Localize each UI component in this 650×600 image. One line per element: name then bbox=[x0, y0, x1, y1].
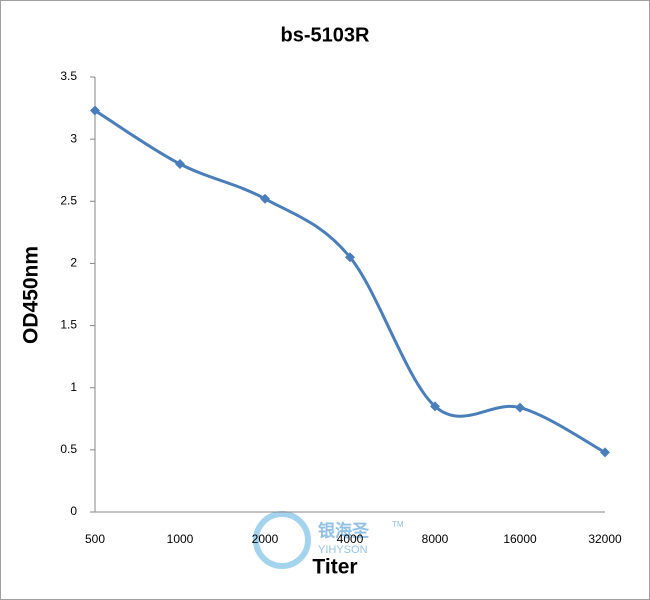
x-tick-label: 4000 bbox=[337, 532, 364, 546]
y-tick-label: 3.5 bbox=[60, 69, 77, 83]
data-point bbox=[600, 447, 610, 458]
data-point bbox=[90, 105, 100, 116]
x-tick-label: 8000 bbox=[422, 532, 449, 546]
y-axis-label: OD450nm bbox=[20, 246, 43, 344]
data-point bbox=[260, 193, 270, 204]
chart-title: bs-5103R bbox=[281, 24, 370, 46]
data-point bbox=[345, 252, 355, 263]
watermark-tm: TM bbox=[392, 520, 404, 529]
x-tick-label: 16000 bbox=[503, 532, 537, 546]
y-tick-label: 3 bbox=[70, 131, 77, 145]
watermark: 银海圣 TM YIHYSON bbox=[253, 511, 404, 569]
y-tick-label: 2.5 bbox=[60, 193, 77, 207]
data-point bbox=[515, 402, 525, 413]
x-tick-label: 2000 bbox=[252, 532, 279, 546]
y-tick-label: 1 bbox=[70, 380, 77, 394]
y-tick-label: 0.5 bbox=[60, 442, 77, 456]
data-point bbox=[175, 159, 185, 169]
data-point bbox=[430, 401, 440, 412]
y-tick-label: 2 bbox=[70, 256, 77, 270]
watermark-cn: 银海圣 bbox=[318, 520, 370, 540]
watermark-en: YIHYSON bbox=[318, 544, 368, 556]
x-tick-label: 500 bbox=[85, 532, 105, 546]
x-tick-label: 1000 bbox=[167, 532, 194, 546]
y-tick-label: 1.5 bbox=[60, 318, 77, 332]
x-axis-label: Titer bbox=[312, 556, 357, 579]
watermark-logo bbox=[253, 511, 311, 569]
x-tick-label: 32000 bbox=[588, 532, 622, 546]
y-tick-label: 0 bbox=[70, 504, 77, 518]
